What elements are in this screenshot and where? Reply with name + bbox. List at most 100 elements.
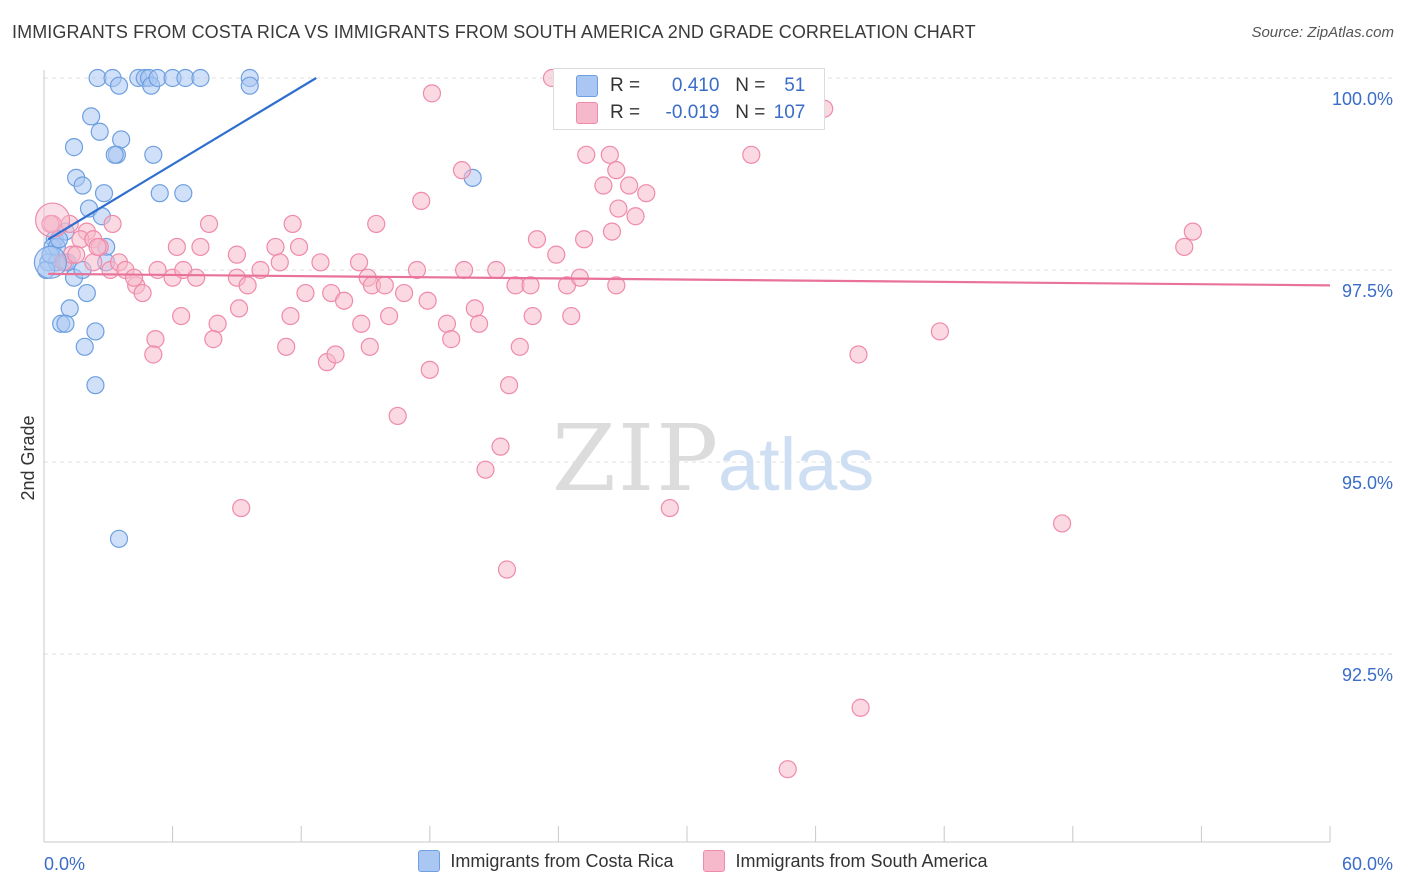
data-point xyxy=(418,291,437,310)
data-point xyxy=(124,268,144,287)
stats-row-costa-rica: R = 0.410 N = 51 xyxy=(576,73,805,99)
data-point xyxy=(88,237,107,257)
data-point xyxy=(208,314,227,333)
data-point xyxy=(34,202,71,238)
watermark-atlas: atlas xyxy=(718,423,874,506)
data-point xyxy=(521,276,540,295)
data-point xyxy=(360,337,379,356)
r-value: -0.019 xyxy=(665,102,720,123)
data-point xyxy=(422,84,442,103)
n-label: N = xyxy=(735,102,766,123)
data-point xyxy=(266,237,285,257)
data-point xyxy=(82,107,101,126)
data-point xyxy=(283,214,302,234)
data-point xyxy=(600,145,619,164)
data-point xyxy=(199,214,219,234)
legend-swatch-costa-rica xyxy=(418,850,441,872)
data-point xyxy=(109,76,129,95)
data-point xyxy=(620,176,639,195)
data-point xyxy=(86,376,105,395)
legend-item-south-america[interactable]: Immigrants from South America xyxy=(703,850,988,872)
n-value: 107 xyxy=(773,102,806,123)
n-value: 51 xyxy=(784,75,806,96)
legend-item-costa-rica[interactable]: Immigrants from Costa Rica xyxy=(418,850,673,872)
data-point xyxy=(1183,222,1202,241)
data-point xyxy=(112,130,131,149)
data-point xyxy=(251,260,270,280)
data-point xyxy=(575,230,594,249)
data-point xyxy=(270,253,289,272)
data-point xyxy=(594,176,613,195)
data-point xyxy=(238,276,257,295)
data-point xyxy=(289,237,309,257)
data-point xyxy=(281,306,300,326)
data-point xyxy=(191,68,210,88)
data-point xyxy=(174,184,193,203)
data-point xyxy=(326,345,345,364)
data-point xyxy=(510,337,529,356)
legend: Immigrants from Costa Rica Immigrants fr… xyxy=(0,850,1406,872)
data-point xyxy=(60,299,79,318)
n-label: N = xyxy=(735,75,766,96)
data-point xyxy=(232,498,251,518)
data-point xyxy=(204,330,223,349)
series-layer xyxy=(33,68,1202,779)
x-tick-label-max: 60.0% xyxy=(1342,854,1393,874)
data-point xyxy=(191,237,210,257)
data-point xyxy=(442,330,461,349)
data-point xyxy=(930,322,950,341)
legend-swatch-south-america xyxy=(703,850,726,872)
data-point xyxy=(602,222,622,241)
data-point xyxy=(105,145,124,164)
series-costa-rica xyxy=(37,68,482,548)
data-point xyxy=(851,698,870,717)
data-point xyxy=(334,291,354,310)
data-point xyxy=(379,306,399,326)
legend-label-south-america: Immigrants from South America xyxy=(735,850,988,871)
data-point xyxy=(90,122,109,141)
data-point xyxy=(849,345,868,364)
y-axis-label: 2nd Grade xyxy=(18,415,38,500)
data-point xyxy=(41,214,60,234)
stats-swatch-costa-rica xyxy=(576,75,598,97)
data-point xyxy=(577,145,596,164)
data-point xyxy=(476,460,495,479)
data-point xyxy=(103,214,122,234)
data-point xyxy=(437,314,457,333)
data-point xyxy=(1052,514,1072,533)
data-point xyxy=(500,376,519,395)
data-point xyxy=(227,245,246,264)
y-tick-label: 95.0% xyxy=(1342,473,1393,493)
data-point xyxy=(187,268,206,287)
data-point xyxy=(144,345,163,364)
y-tick-label: 100.0% xyxy=(1332,89,1393,109)
data-point xyxy=(172,306,191,326)
data-point xyxy=(33,245,68,279)
source-label: Source: ZipAtlas.com xyxy=(1251,24,1394,41)
y-tick-label: 92.5% xyxy=(1342,665,1393,685)
data-point xyxy=(607,161,626,180)
data-point xyxy=(778,760,797,779)
axes: 92.5% 95.0% 97.5% 100.0% 0.0% 60.0% xyxy=(43,70,1393,874)
series-south-america xyxy=(41,68,1202,779)
data-point xyxy=(523,306,542,326)
data-point xyxy=(388,406,407,426)
r-label: R = xyxy=(610,102,641,123)
data-point xyxy=(73,176,92,195)
trend-line-costa-rica xyxy=(47,77,317,241)
data-point xyxy=(229,299,249,318)
r-label: R = xyxy=(610,75,641,96)
data-point xyxy=(86,322,105,341)
data-point xyxy=(144,145,163,164)
data-point xyxy=(626,207,645,226)
y-tick-label: 97.5% xyxy=(1342,281,1393,301)
data-point xyxy=(349,253,369,272)
data-point xyxy=(240,76,259,95)
data-point xyxy=(367,214,386,234)
data-point xyxy=(407,260,427,280)
data-point xyxy=(527,230,547,249)
stats-swatch-south-america xyxy=(576,102,598,124)
data-point xyxy=(84,253,103,272)
r-value: 0.410 xyxy=(671,75,720,96)
